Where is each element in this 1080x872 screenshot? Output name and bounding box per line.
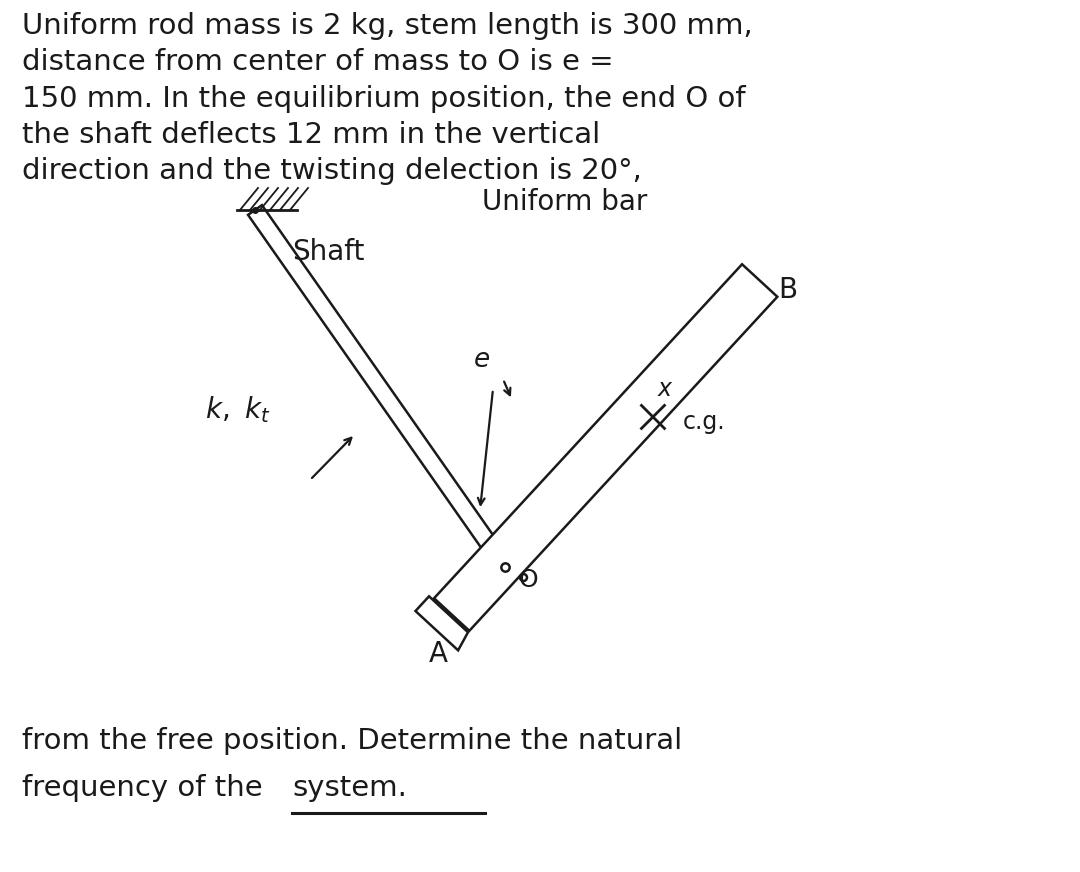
Text: $k,\ k_t$: $k,\ k_t$ <box>205 395 271 426</box>
Text: frequency of the: frequency of the <box>22 774 272 802</box>
Text: from the free position. Determine the natural: from the free position. Determine the na… <box>22 727 683 755</box>
Text: e: e <box>474 347 490 373</box>
Polygon shape <box>434 264 778 630</box>
Text: O: O <box>518 568 538 592</box>
Polygon shape <box>248 205 512 572</box>
Text: Uniform rod mass is 2 kg, stem length is 300 mm,
distance from center of mass to: Uniform rod mass is 2 kg, stem length is… <box>22 12 753 186</box>
Text: c.g.: c.g. <box>683 410 726 434</box>
Text: x: x <box>658 377 672 401</box>
Text: Shaft: Shaft <box>292 238 364 266</box>
Text: A: A <box>429 640 447 668</box>
Text: system.: system. <box>292 774 407 802</box>
Text: Uniform bar: Uniform bar <box>483 188 648 216</box>
Text: B: B <box>779 276 797 304</box>
Polygon shape <box>416 596 468 651</box>
